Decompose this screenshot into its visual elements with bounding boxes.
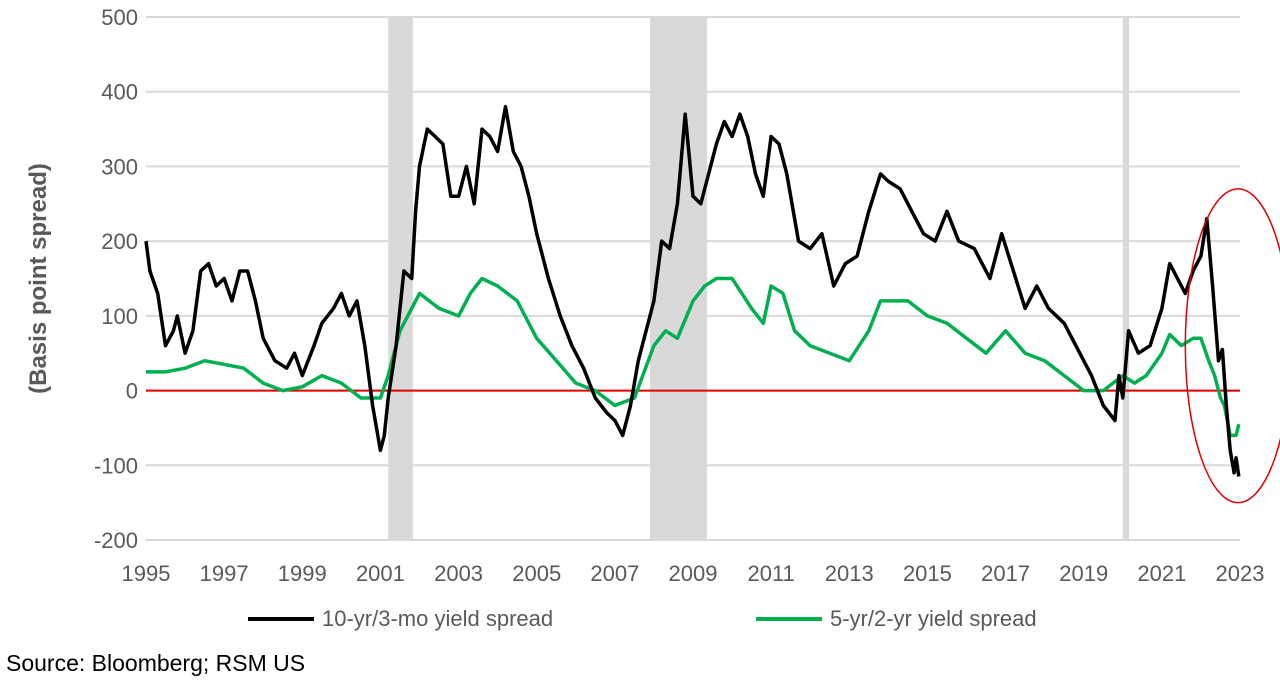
legend-swatch-black [248,617,314,621]
legend-item-5yr-2yr: 5-yr/2-yr yield spread [756,606,1037,632]
y-tick-label: 400 [101,80,138,105]
x-tick-label: 2007 [590,561,639,586]
y-tick-label: 100 [101,304,138,329]
x-tick-label: 2003 [434,561,483,586]
x-tick-label: 2001 [356,561,405,586]
x-tick-label: 2009 [669,561,718,586]
highlight-ellipse [1184,188,1280,504]
x-tick-label: 1995 [122,561,171,586]
x-tick-label: 2005 [512,561,561,586]
recession-bar [388,17,413,540]
x-tick-label: 2023 [1216,561,1265,586]
y-tick-label: 300 [101,154,138,179]
x-tick-label: 2013 [825,561,874,586]
legend-item-10yr-3mo: 10-yr/3-mo yield spread [248,606,553,632]
x-tick-label: 2019 [1059,561,1108,586]
series-line-1 [146,276,1241,438]
recession-bar [1122,17,1130,540]
legend-label: 5-yr/2-yr yield spread [830,606,1037,631]
series-line-0 [144,104,1241,477]
y-tick-label: -100 [94,453,138,478]
y-tick-label: 500 [101,5,138,30]
x-tick-label: 2015 [903,561,952,586]
y-tick-label: 200 [101,229,138,254]
legend-label: 10-yr/3-mo yield spread [322,606,554,631]
source-note: Source: Bloomberg; RSM US [6,650,306,676]
x-tick-label: 2017 [981,561,1030,586]
recession-bar [650,17,708,540]
y-axis-label: (Basis point spread) [25,163,52,394]
x-tick-label: 1999 [278,561,327,586]
legend-swatch-green [756,617,822,621]
x-tick-label: 2011 [747,561,794,586]
y-tick-label: -200 [94,528,138,553]
x-tick-label: 2021 [1137,561,1186,586]
x-tick-label: 1997 [200,561,249,586]
y-tick-label: 0 [126,379,138,404]
